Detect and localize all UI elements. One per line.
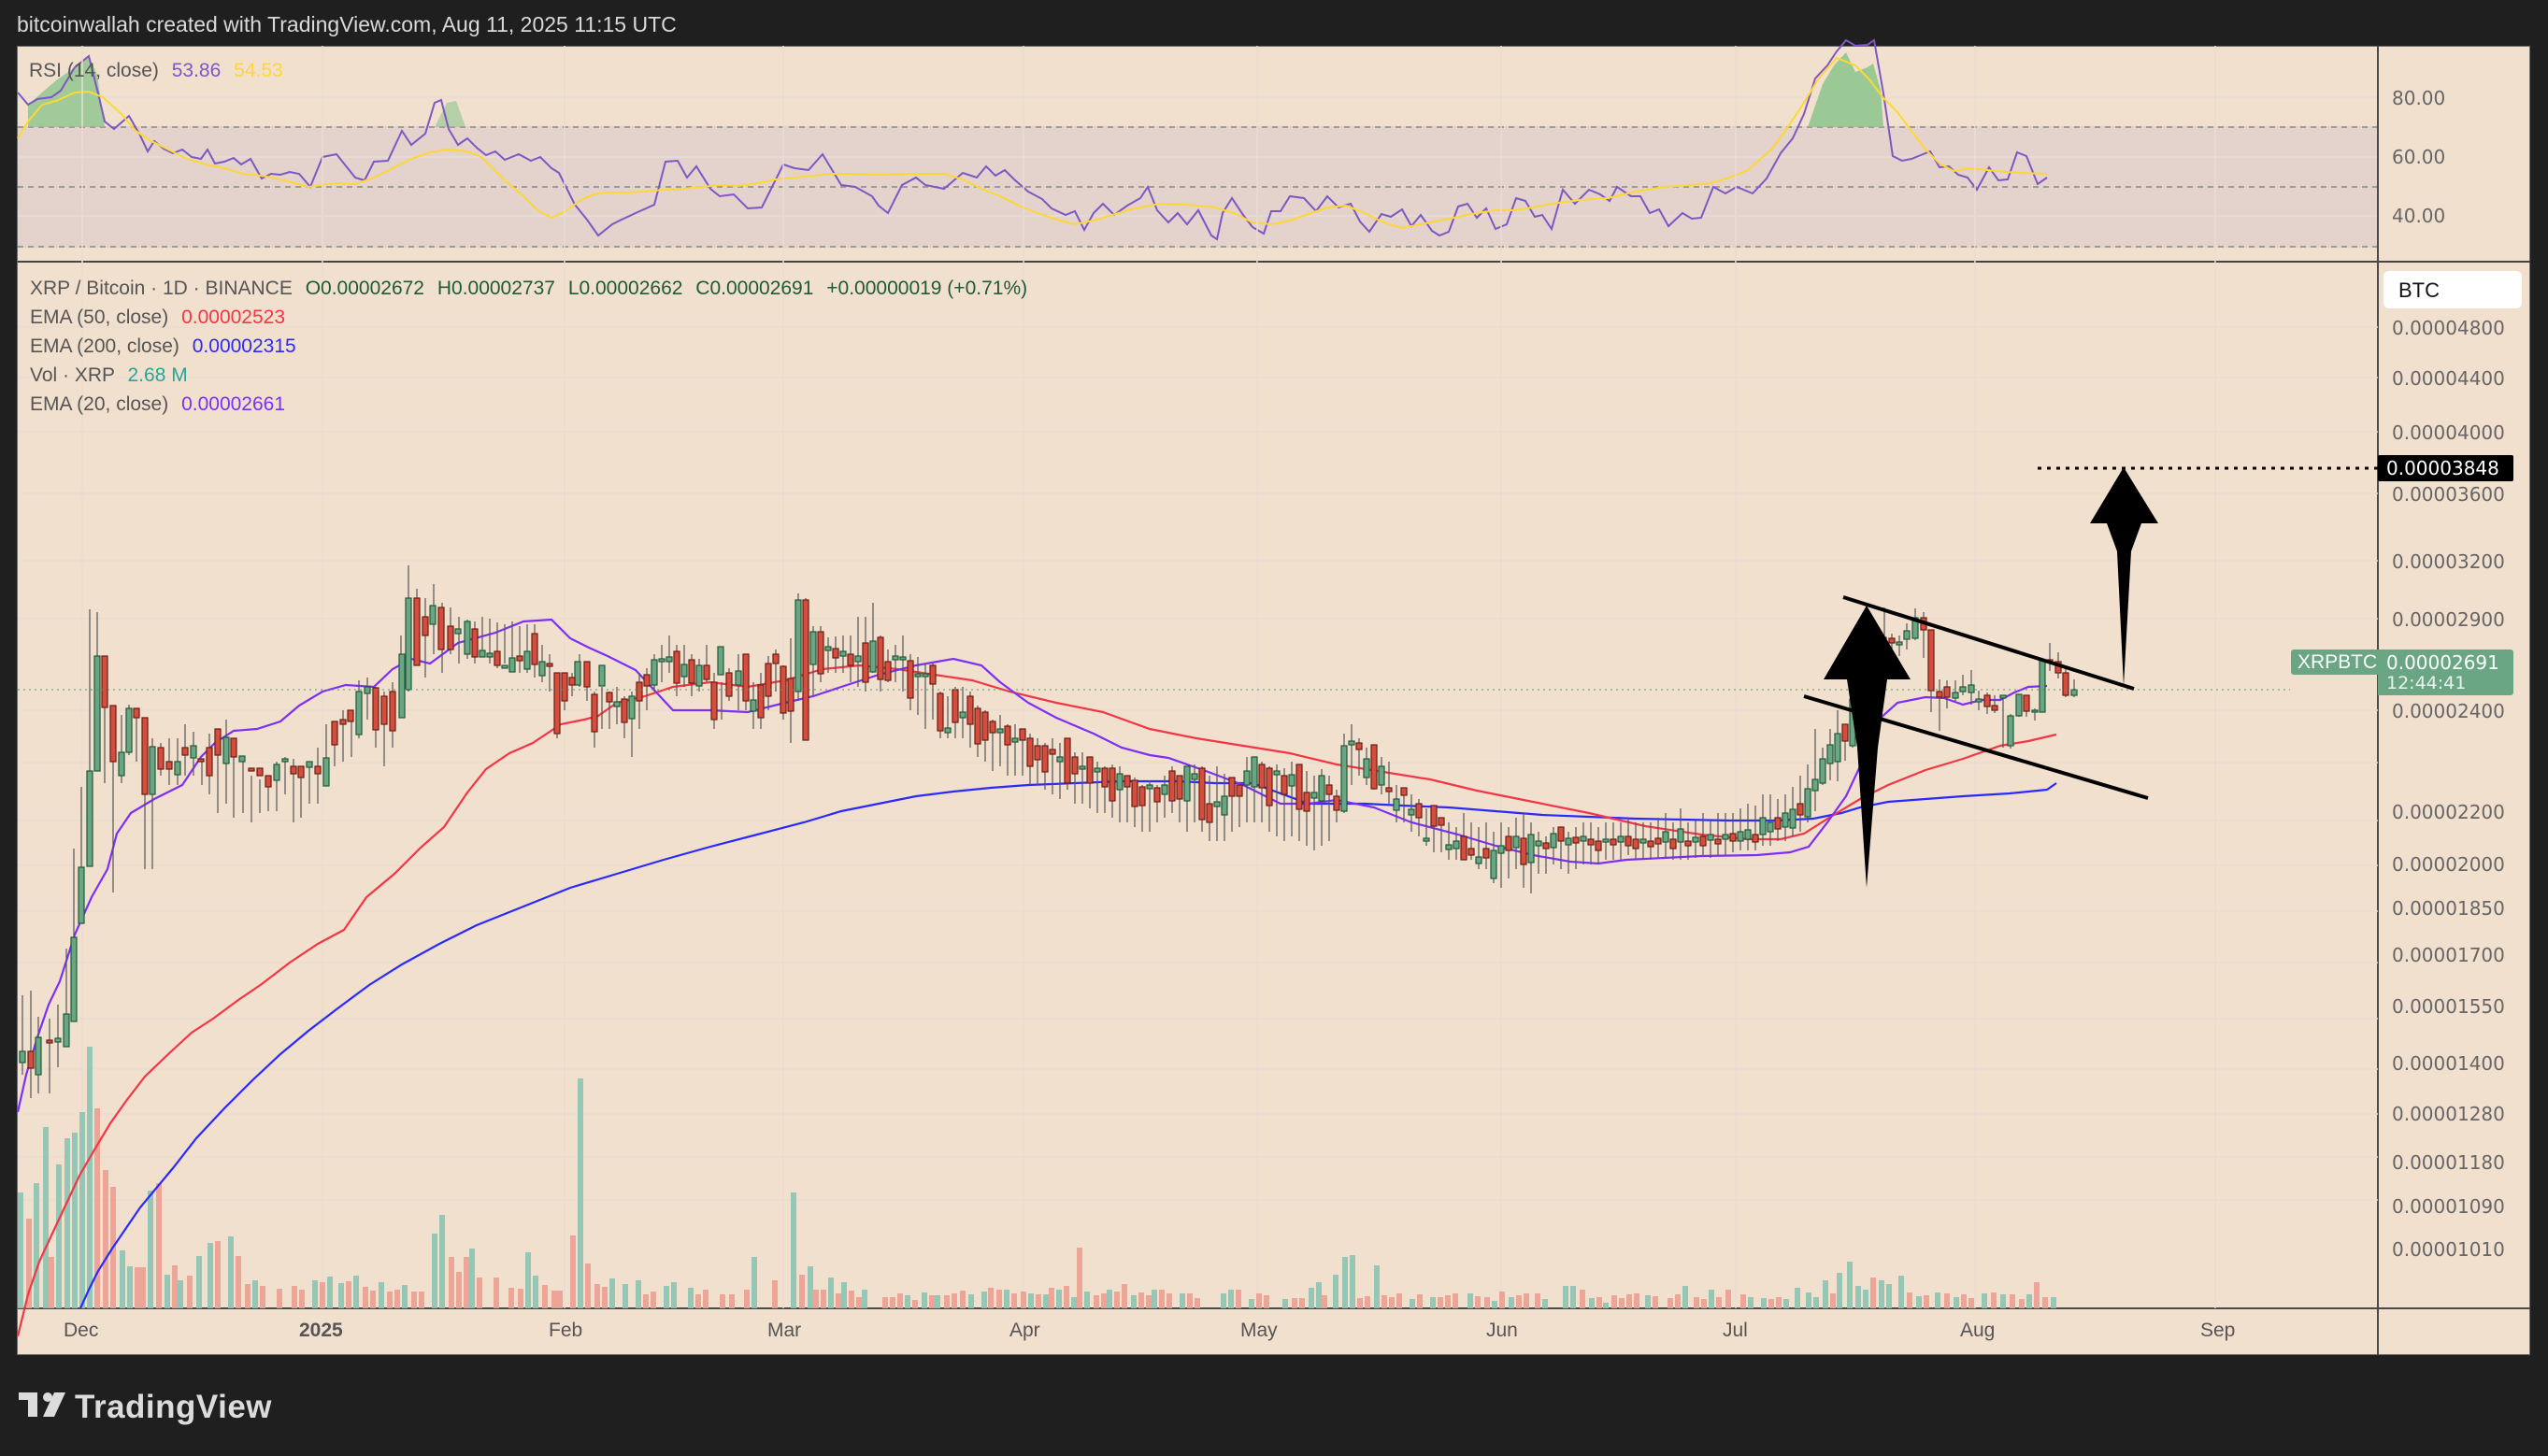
target-price-text: 0.00003848	[2386, 457, 2499, 479]
chart-frame	[17, 46, 2530, 1355]
price-axis-tick: 0.00003200	[2392, 550, 2505, 573]
last-price-tag: 0.00002691 12:44:41	[2378, 649, 2513, 695]
attribution-text: bitcoinwallah created with TradingView.c…	[17, 12, 677, 36]
ema-20-legend[interactable]: EMA (20, close) 0.00002661	[30, 393, 285, 416]
volume-bars	[18, 1047, 2056, 1308]
currency-label: BTC	[2398, 278, 2440, 302]
tradingview-logo-icon	[19, 1392, 65, 1417]
price-axis-tick: 0.00003600	[2392, 483, 2505, 506]
projection-arrow-icon	[2090, 467, 2158, 686]
indicator-value: 0.00002315	[192, 335, 296, 357]
rsi-label: RSI (14, close)	[29, 60, 159, 81]
rsi-overbought-fill-3	[1808, 52, 1883, 127]
price-axis-tick: 0.00004000	[2392, 421, 2505, 444]
time-axis-label: Aug	[1960, 1320, 1996, 1341]
attribution-bar: bitcoinwallah created with TradingView.c…	[0, 0, 2548, 47]
rsi-line	[17, 38, 2048, 241]
rsi-ma-value: 54.53	[234, 60, 283, 81]
indicator-label: EMA (200, close)	[30, 335, 179, 357]
price-axis-tick: 0.00001400	[2392, 1052, 2505, 1075]
time-axis-label: 2025	[299, 1320, 343, 1341]
price-axis-tick: 0.00002400	[2392, 700, 2505, 722]
ohlc-close: C0.00002691	[695, 278, 814, 299]
time-axis-label: Apr	[1009, 1320, 1040, 1341]
time-axis-label: Feb	[549, 1320, 583, 1341]
rsi-axis-tick: 60.00	[2392, 146, 2446, 168]
rsi-legend: RSI (14, close) 53.86 54.53	[29, 60, 283, 82]
price-axis-tick: 0.00001180	[2392, 1151, 2505, 1174]
ohlc-high: H0.00002737	[437, 278, 555, 299]
symbol-price-tag: XRPBTC	[2291, 649, 2378, 675]
time-axis-label: Jul	[1723, 1320, 1748, 1341]
bar-countdown-text: 12:44:41	[2386, 673, 2467, 693]
rsi-axis-tick: 40.00	[2392, 205, 2446, 227]
indicator-value: 0.00002523	[181, 307, 286, 328]
price-axis-tick: 0.00001010	[2392, 1238, 2505, 1261]
symbol-legend: XRP / Bitcoin · 1D · BINANCE O0.00002672…	[30, 278, 1027, 300]
time-axis-label: Jun	[1486, 1320, 1518, 1341]
indicator-label: EMA (20, close)	[30, 393, 169, 415]
price-axis-tick: 0.00002000	[2392, 853, 2505, 876]
price-axis-tick: 0.00001090	[2392, 1195, 2505, 1218]
rsi-ma-line	[17, 56, 2048, 230]
symbol-title[interactable]: XRP / Bitcoin · 1D · BINANCE	[30, 278, 293, 299]
price-axis-tick: 0.00001550	[2392, 995, 2505, 1018]
indicator-label: Vol · XRP	[30, 364, 115, 386]
time-axis-label: May	[1240, 1320, 1278, 1341]
time-axis-label: Mar	[767, 1320, 802, 1341]
price-grid	[18, 46, 2378, 1308]
flagpole-arrow-icon	[1824, 606, 1911, 888]
last-price-text: 0.00002691	[2386, 651, 2499, 674]
price-axis-tick: 0.00001850	[2392, 897, 2505, 920]
indicator-value: 0.00002661	[181, 393, 286, 415]
rsi-value: 53.86	[171, 60, 222, 81]
price-axis-tick: 0.00001280	[2392, 1103, 2505, 1125]
indicator-value: 2.68 M	[127, 364, 188, 386]
price-axis-tick: 0.00002900	[2392, 608, 2505, 631]
ema-200-legend[interactable]: EMA (200, close) 0.00002315	[30, 335, 296, 358]
price-axis-tick: 0.00004400	[2392, 367, 2505, 390]
ema-200-line	[79, 779, 2057, 1309]
indicator-label: EMA (50, close)	[30, 307, 169, 328]
ohlc-change: +0.00000019 (+0.71%)	[826, 278, 1028, 299]
ohlc-open: O0.00002672	[305, 278, 424, 299]
time-axis-label: Dec	[64, 1320, 99, 1341]
rsi-overbought-fill-2	[435, 101, 465, 127]
ohlc-low: L0.00002662	[567, 278, 683, 299]
tradingview-wordmark: TradingView	[75, 1389, 273, 1425]
symbol-tag-text: XRPBTC	[2297, 651, 2378, 673]
rsi-overbought-fill-1	[28, 56, 105, 127]
ema-50-legend[interactable]: EMA (50, close) 0.00002523	[30, 307, 285, 329]
candles	[19, 565, 2078, 1098]
target-price-label: 0.00003848	[2378, 455, 2513, 481]
price-axis-tick: 0.00004800	[2392, 317, 2505, 339]
time-axis-label: Sep	[2200, 1320, 2236, 1341]
channel-upper-line	[1842, 595, 2135, 691]
volume-legend[interactable]: Vol · XRP 2.68 M	[30, 364, 188, 387]
rsi-axis-tick: 80.00	[2392, 87, 2446, 109]
price-axis-tick: 0.00001700	[2392, 944, 2505, 966]
currency-button[interactable]: BTC	[2383, 271, 2522, 308]
price-axis-tick: 0.00002200	[2392, 801, 2505, 823]
